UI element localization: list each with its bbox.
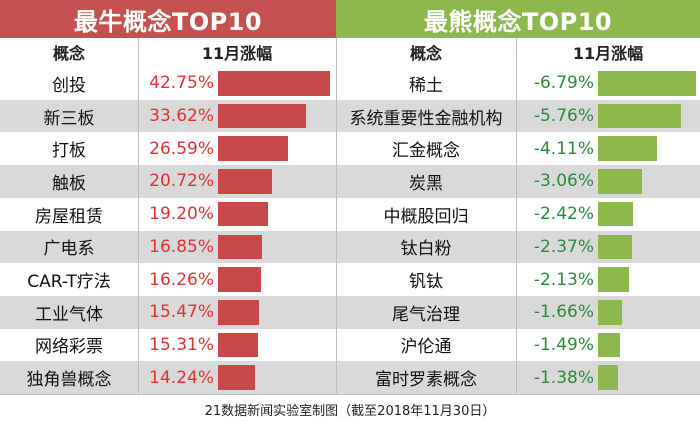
bull-bar bbox=[218, 169, 273, 194]
bull-value-label: 26.59% bbox=[149, 138, 214, 159]
bear-col-name: 概念 bbox=[336, 38, 516, 66]
bear-value-label: -5.76% bbox=[533, 106, 594, 127]
bear-concept-label: 炭黑 bbox=[409, 173, 443, 194]
bear-value-label: -2.42% bbox=[533, 204, 594, 225]
bull-value-label: 20.72% bbox=[149, 171, 214, 192]
chart-source-footer: 21数据新闻实验室制图（截至2018年11月30日） bbox=[0, 394, 700, 423]
bear-bar bbox=[598, 103, 682, 129]
bear-concept-label: 系统重要性金融机构 bbox=[349, 108, 503, 129]
bear-col-change: 11月涨幅 bbox=[516, 38, 700, 66]
bear-value-label: -1.38% bbox=[533, 367, 594, 388]
bear-bar bbox=[598, 332, 620, 358]
bear-bar bbox=[598, 169, 643, 194]
bear-bar bbox=[598, 299, 622, 325]
bear-concept-label: 沪伦通 bbox=[400, 337, 452, 358]
column-divider bbox=[138, 38, 139, 394]
bull-value-label: 16.85% bbox=[149, 236, 214, 257]
bear-concept-label: 中概股回归 bbox=[383, 206, 469, 227]
bull-value-label: 15.47% bbox=[149, 302, 214, 323]
row-stripe bbox=[0, 99, 700, 133]
bull-value-label: 19.20% bbox=[149, 204, 214, 225]
bear-concept-label: 汇金概念 bbox=[392, 141, 460, 162]
row-stripe bbox=[0, 165, 700, 198]
bull-concept-label: 广电系 bbox=[43, 239, 95, 260]
bear-concept-label: 钒钛 bbox=[409, 272, 443, 293]
bull-value-label: 42.75% bbox=[149, 73, 214, 94]
bear-bar bbox=[598, 267, 629, 292]
bear-concept-label: 富时罗素概念 bbox=[375, 370, 477, 391]
row-stripe bbox=[0, 295, 700, 329]
bull-col-change: 11月涨幅 bbox=[138, 38, 336, 66]
bear-bar bbox=[598, 234, 633, 260]
bear-value-label: -6.79% bbox=[533, 73, 594, 94]
bull-bar bbox=[218, 201, 269, 227]
bull-bar bbox=[218, 299, 259, 325]
bull-concept-label: 创投 bbox=[52, 75, 86, 96]
bear-concept-label: 尾气治理 bbox=[392, 304, 460, 325]
bear-value-label: -2.13% bbox=[533, 269, 594, 290]
bear-value-label: -2.37% bbox=[533, 236, 594, 257]
bull-concept-label: 打板 bbox=[52, 141, 86, 162]
row-stripe bbox=[0, 361, 700, 394]
bear-value-label: -4.11% bbox=[533, 138, 594, 159]
bull-bar bbox=[218, 332, 259, 358]
bull-concept-label: 新三板 bbox=[43, 108, 95, 129]
column-divider bbox=[516, 38, 517, 394]
bear-bar bbox=[598, 201, 633, 227]
bull-concept-label: 工业气体 bbox=[35, 304, 103, 325]
bull-bar bbox=[218, 136, 288, 162]
bull-bar bbox=[218, 267, 261, 292]
bear-value-label: -1.49% bbox=[533, 334, 594, 355]
bull-bar bbox=[218, 365, 256, 390]
bull-value-label: 15.31% bbox=[149, 334, 214, 355]
bear-bar bbox=[598, 71, 696, 96]
bull-value-label: 16.26% bbox=[149, 269, 214, 290]
bear-concept-label: 稀土 bbox=[409, 75, 443, 96]
bear-value-label: -1.66% bbox=[533, 302, 594, 323]
bull-concept-label: 独角兽概念 bbox=[26, 370, 112, 391]
bear-title: 最熊概念TOP10 bbox=[336, 0, 700, 38]
bull-bar bbox=[218, 234, 263, 260]
row-stripe bbox=[0, 230, 700, 264]
bull-title: 最牛概念TOP10 bbox=[0, 0, 336, 38]
column-divider bbox=[336, 38, 337, 394]
bear-bar bbox=[598, 136, 658, 162]
bull-value-label: 33.62% bbox=[149, 106, 214, 127]
bear-bar bbox=[598, 365, 618, 390]
bull-bar bbox=[218, 103, 307, 129]
bull-value-label: 14.24% bbox=[149, 367, 214, 388]
bull-concept-label: CAR-T疗法 bbox=[27, 272, 111, 293]
bull-concept-label: 触板 bbox=[52, 173, 86, 194]
bear-concept-label: 钛白粉 bbox=[400, 239, 452, 260]
bear-value-label: -3.06% bbox=[533, 171, 594, 192]
bull-col-name: 概念 bbox=[0, 38, 138, 66]
bull-concept-label: 网络彩票 bbox=[35, 337, 103, 358]
bull-bar bbox=[218, 71, 330, 96]
bull-concept-label: 房屋租赁 bbox=[35, 206, 103, 227]
